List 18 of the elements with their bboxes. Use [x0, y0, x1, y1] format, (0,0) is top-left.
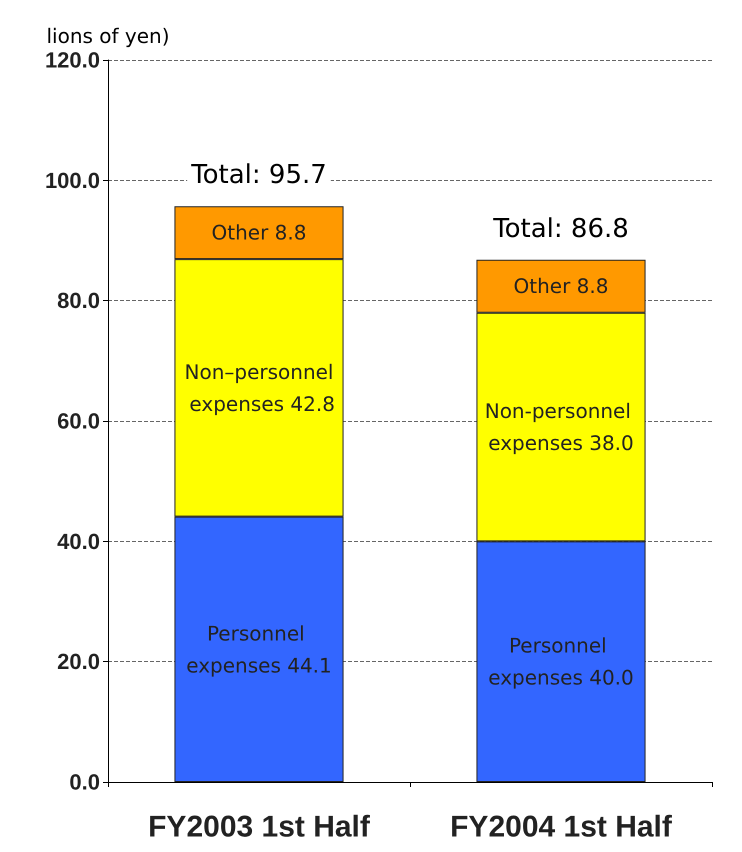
- data-label: Non–personnel expenses 42.8: [183, 360, 335, 416]
- data-label: Non-personnel expenses 38.0: [484, 399, 638, 456]
- y-tick-label: 20.0: [57, 649, 100, 674]
- y-axis-title: lions of yen): [46, 24, 170, 48]
- y-tick-label: 0.0: [69, 770, 100, 794]
- data-label: Other 8.8: [514, 274, 608, 298]
- y-tick-label: 100.0: [44, 168, 100, 193]
- data-label: Personnel expenses 44.1: [186, 621, 332, 678]
- total-label: Total: 95.7: [190, 160, 327, 190]
- y-tick-label: 40.0: [57, 528, 100, 554]
- y-tick-label: 80.0: [57, 288, 100, 314]
- x-tick-label: FY2004 1st Half: [450, 810, 673, 844]
- data-label: Personnel expenses 40.0: [488, 634, 634, 690]
- y-tick-label: 120.0: [44, 48, 100, 72]
- total-label: Total: 86.8: [492, 214, 629, 244]
- data-label: Other 8.8: [212, 220, 306, 245]
- y-tick-label: 60.0: [57, 408, 100, 434]
- x-tick-label: FY2003 1st Half: [148, 810, 371, 844]
